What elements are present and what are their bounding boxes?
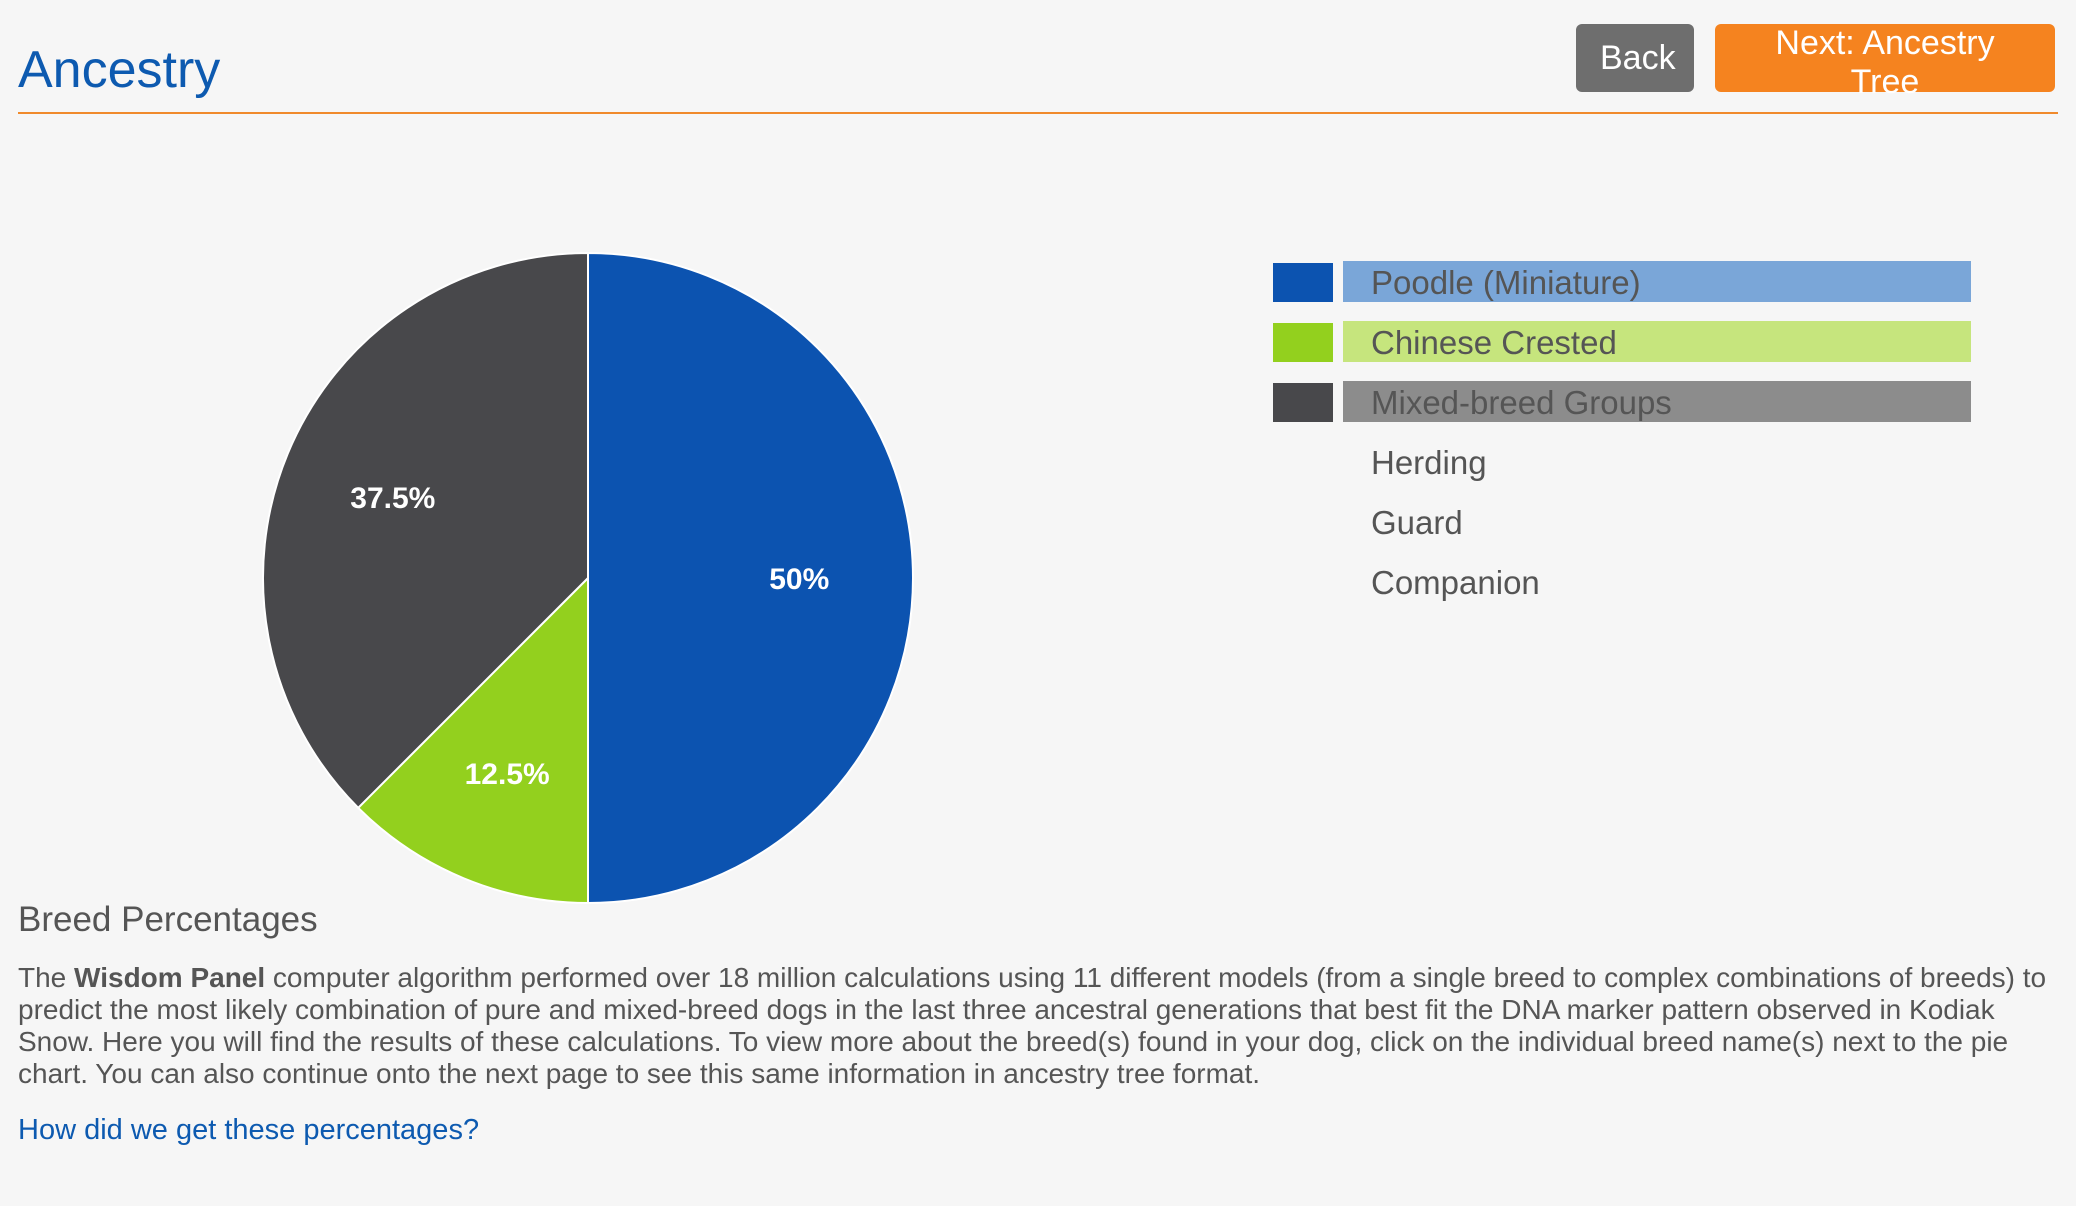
pie-slice-label: 50% xyxy=(769,563,829,596)
section-title: Breed Percentages xyxy=(18,900,318,939)
legend-label[interactable]: Chinese Crested xyxy=(1343,321,1971,362)
breed-pie-chart: 50% 12.5% 37.5% xyxy=(240,230,940,930)
next-ancestry-tree-button[interactable]: Next: Ancestry Tree xyxy=(1715,24,2055,101)
legend-subitem-guard: Guard xyxy=(1273,501,1973,561)
pie-chart-svg: 50% 12.5% 37.5% xyxy=(261,251,914,905)
page-header: Ancestry Back Next: Ancestry Tree xyxy=(18,0,2058,114)
subitem-label: Guard xyxy=(1371,504,1463,541)
legend-swatch xyxy=(1273,383,1333,422)
legend-item-poodle[interactable]: Poodle (Miniature) xyxy=(1273,261,1973,321)
legend-subitem-herding: Herding xyxy=(1273,441,1973,501)
subitem-label: Companion xyxy=(1371,564,1540,601)
description-prefix: The xyxy=(18,962,75,993)
legend-swatch xyxy=(1273,323,1333,362)
legend-subitem-companion: Companion xyxy=(1273,561,1973,621)
pie-slice-label: 37.5% xyxy=(350,482,435,515)
legend-label[interactable]: Mixed-breed Groups xyxy=(1343,381,1971,422)
back-button[interactable]: Back xyxy=(1576,24,1694,92)
brand-name: Wisdom Panel xyxy=(74,962,266,993)
legend-item-mixed-breed-groups[interactable]: Mixed-breed Groups xyxy=(1273,381,1973,441)
percentages-help-link[interactable]: How did we get these percentages? xyxy=(18,1114,480,1146)
legend-item-chinese-crested[interactable]: Chinese Crested xyxy=(1273,321,1973,381)
page-title: Ancestry xyxy=(18,41,221,99)
pie-slice-poodle[interactable] xyxy=(587,251,914,905)
description-text: The Wisdom Panel computer algorithm perf… xyxy=(18,962,2058,1090)
description-rest: computer algorithm performed over 18 mil… xyxy=(18,962,2047,1089)
legend-swatch xyxy=(1273,263,1333,302)
pie-slice-chinese-crested[interactable] xyxy=(356,575,589,905)
subitem-label: Herding xyxy=(1371,444,1487,481)
legend-label[interactable]: Poodle (Miniature) xyxy=(1343,261,1971,302)
pie-slice-label: 12.5% xyxy=(465,758,550,791)
breed-legend: Poodle (Miniature) Chinese Crested Mixed… xyxy=(1273,261,1973,621)
pie-slice-mixed-breed[interactable] xyxy=(261,251,589,810)
